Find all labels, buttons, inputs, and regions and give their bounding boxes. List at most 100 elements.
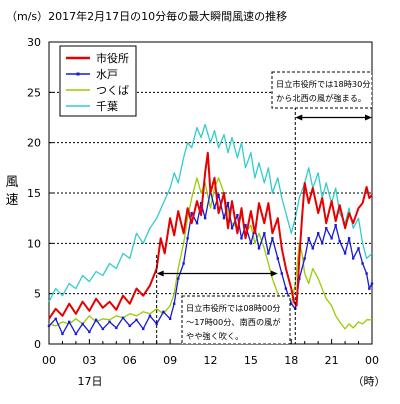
series-point	[284, 287, 288, 290]
series-point	[142, 327, 145, 331]
series-point	[94, 318, 98, 322]
series-point	[290, 302, 293, 305]
series-point	[303, 257, 306, 260]
series-point	[230, 227, 234, 230]
series-point	[361, 262, 364, 265]
series-point	[148, 314, 152, 318]
series-layer	[47, 123, 374, 336]
x-tick-label: 12	[204, 354, 218, 367]
series-point	[276, 257, 279, 260]
series-point	[357, 247, 360, 250]
series-point	[271, 237, 274, 240]
y-tick-label: 5	[34, 288, 41, 301]
series-point	[365, 272, 368, 275]
x-unit-label: （時）	[353, 375, 386, 388]
series-point	[343, 252, 347, 255]
series-point	[240, 237, 243, 240]
series-point	[347, 237, 351, 240]
bottom-note-text: 日立市役所では08時00分	[186, 303, 281, 313]
right-note-text: 日立市役所では18時30分	[276, 79, 371, 89]
series-point	[217, 193, 220, 197]
series-point	[316, 232, 320, 235]
series-point	[325, 227, 328, 230]
series-point	[249, 242, 253, 245]
series-point	[263, 232, 266, 235]
bottom-note-text: ～17時00分、南西の風が	[186, 317, 281, 327]
x-tick-label: 00	[42, 354, 56, 367]
series-point	[368, 287, 371, 290]
x-date-label: 17日	[78, 375, 103, 388]
y-tick-label: 0	[34, 338, 41, 351]
series-point	[172, 302, 176, 305]
y-tick-label: 15	[27, 187, 41, 200]
legend-label: つくば	[96, 84, 129, 97]
series-point	[190, 211, 193, 215]
series-point	[47, 324, 51, 328]
right-note-text: から北西の風が強まる。	[276, 93, 366, 103]
series-point	[195, 222, 199, 225]
series-point	[199, 201, 203, 205]
y-tick-label: 25	[27, 86, 41, 99]
x-tick-label: 03	[82, 354, 96, 367]
series-point	[330, 237, 333, 240]
y-tick-label: 10	[27, 237, 41, 250]
series-point	[280, 272, 284, 275]
legend-label: 水戸	[96, 68, 118, 81]
y-axis-label-char-2: 速	[5, 193, 18, 208]
series-line-1	[48, 151, 373, 320]
chart-title: （m/s）2017年2月17日の10分毎の最大瞬間風速の推移	[6, 9, 287, 23]
series-point	[222, 216, 226, 220]
series-point	[101, 327, 105, 331]
x-tick-label: 21	[325, 354, 339, 367]
wind-shift-arrow-head-right	[365, 114, 372, 121]
series-point	[186, 237, 189, 240]
series-point	[74, 332, 78, 336]
series-point	[236, 213, 239, 217]
series-point	[128, 324, 131, 328]
legend-label: 市役所	[96, 51, 129, 65]
series-point	[54, 317, 57, 321]
series-point	[182, 262, 185, 265]
series-point	[307, 237, 310, 240]
bottom-note-text: やや強く吹く。	[186, 331, 243, 341]
series-point	[108, 320, 111, 324]
x-tick-labels: 00 03 06 09 12 15 18 21 00	[42, 354, 379, 367]
series-point	[338, 240, 341, 243]
series-point	[244, 224, 247, 227]
series-point	[334, 224, 337, 227]
series-point	[370, 282, 374, 285]
series-point	[226, 201, 230, 205]
period-arrow-head-right	[270, 270, 278, 277]
series-point	[257, 247, 261, 250]
series-point	[213, 206, 216, 210]
series-point	[321, 242, 324, 245]
series-point	[351, 257, 355, 260]
wind-shift-arrow-head-left	[295, 114, 303, 121]
y-tick-label: 30	[27, 36, 41, 49]
series-point	[67, 320, 71, 324]
series-point	[177, 277, 180, 280]
right-note-box	[271, 71, 373, 109]
legend-swatch-marker	[76, 72, 80, 76]
series-point	[298, 277, 301, 280]
series-point	[203, 216, 207, 220]
series-point	[121, 316, 125, 320]
x-tick-label: 06	[123, 354, 137, 367]
x-tick-label: 00	[365, 354, 379, 367]
series-point	[115, 326, 118, 330]
y-axis-label-char-1: 風	[5, 175, 18, 190]
legend-label: 千葉	[96, 99, 118, 113]
series-point	[61, 332, 64, 336]
series-line-4	[48, 123, 373, 302]
x-tick-label: 09	[163, 354, 177, 367]
series-point	[81, 322, 84, 326]
series-line-3	[48, 177, 372, 330]
series-point	[88, 330, 91, 334]
series-point	[267, 252, 270, 255]
y-tick-labels: 0 5 10 15 20 25 30	[27, 36, 41, 351]
series-point	[155, 322, 158, 326]
x-tick-label: 15	[244, 354, 258, 367]
